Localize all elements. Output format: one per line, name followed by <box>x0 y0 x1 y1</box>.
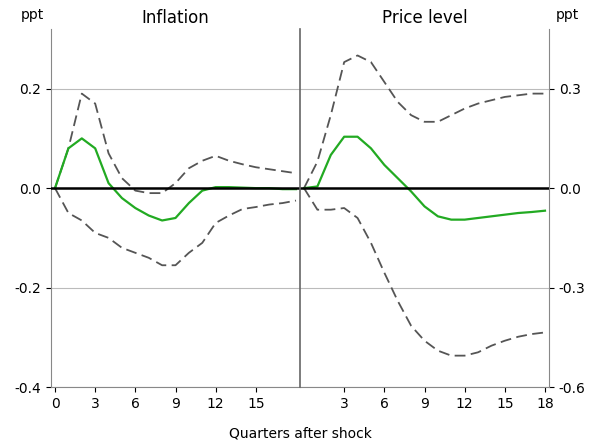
Text: ppt: ppt <box>21 8 44 22</box>
Title: Inflation: Inflation <box>142 9 209 28</box>
Text: ppt: ppt <box>556 8 579 22</box>
Title: Price level: Price level <box>382 9 467 28</box>
Text: Quarters after shock: Quarters after shock <box>229 427 371 441</box>
